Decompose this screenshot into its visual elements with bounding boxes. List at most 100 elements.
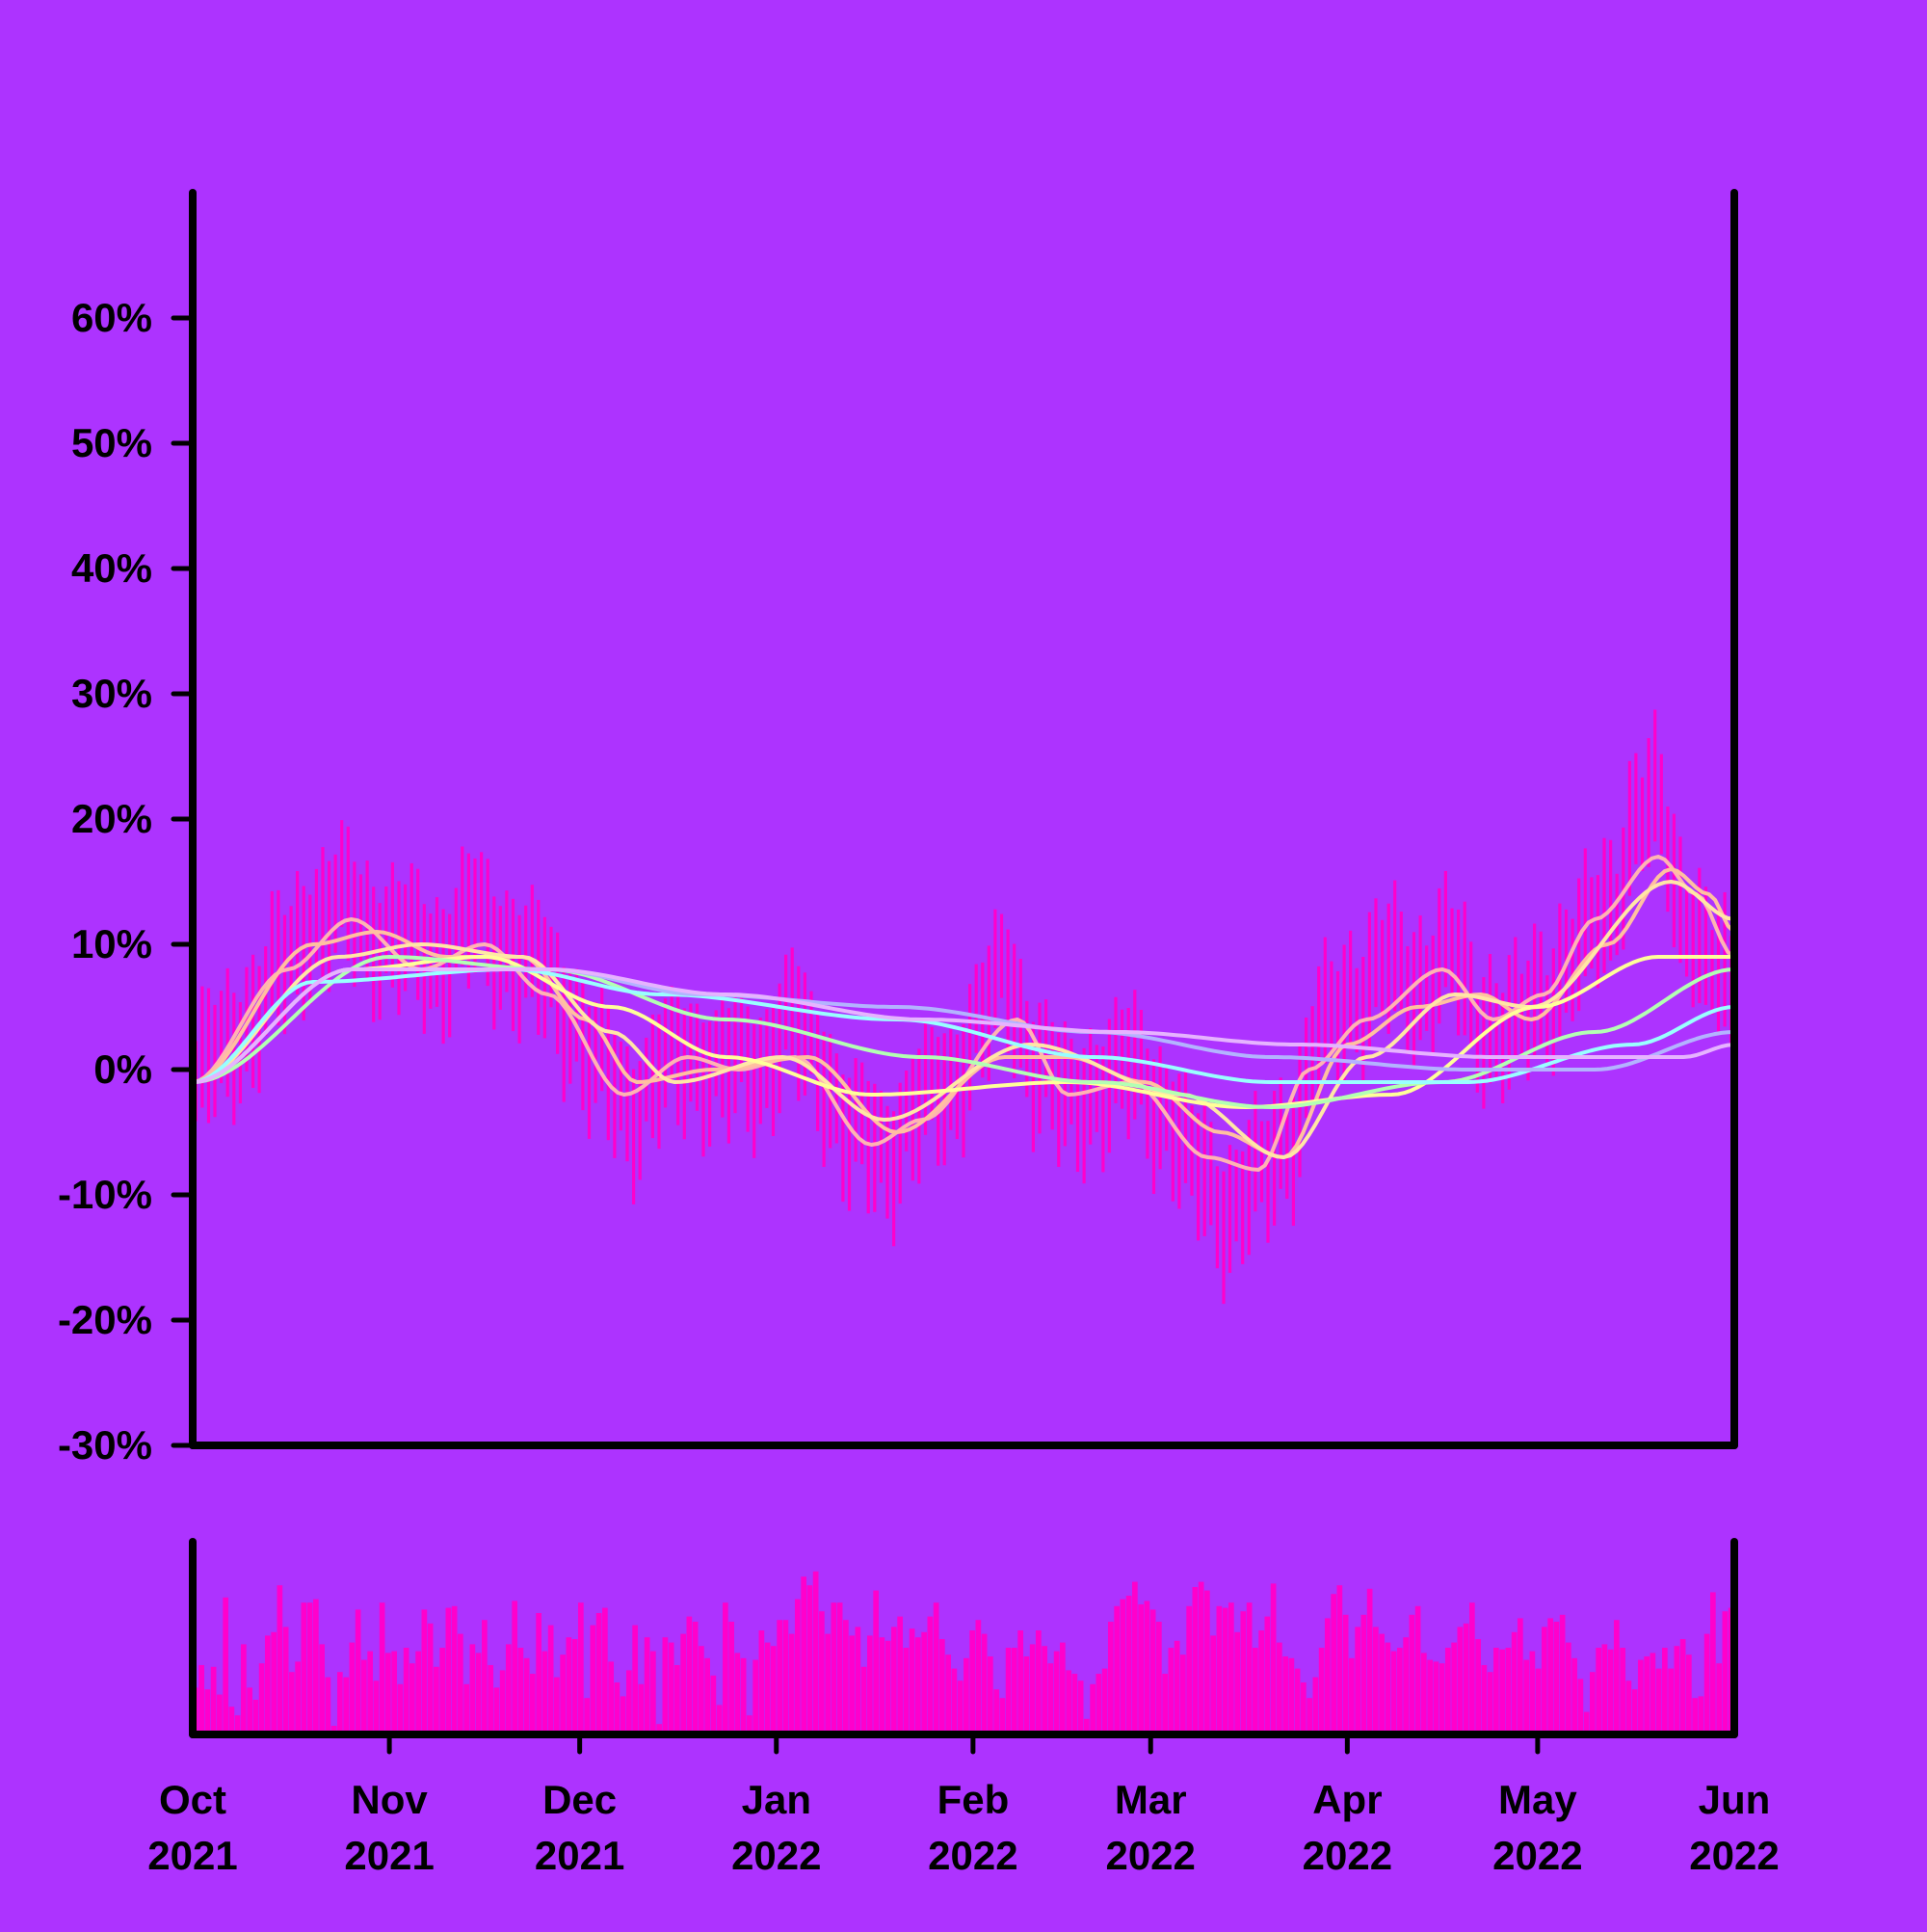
volume-bar [1192, 1587, 1199, 1734]
price-bar [1089, 1028, 1093, 1145]
volume-bar [1650, 1653, 1656, 1734]
volume-bar [1566, 1642, 1571, 1734]
price-bar [220, 991, 224, 1084]
price-bar [404, 884, 408, 992]
volume-bar [740, 1657, 747, 1734]
volume-bar [1409, 1614, 1415, 1734]
volume-bar [1451, 1642, 1457, 1734]
price-bar [758, 1018, 762, 1125]
volume-bar [650, 1651, 656, 1734]
price-bar [1342, 944, 1346, 1080]
price-bar [1031, 1021, 1035, 1152]
price-bar [594, 1001, 597, 1103]
price-bar [834, 1053, 838, 1144]
volume-bar [1120, 1599, 1126, 1734]
volume-bar [843, 1620, 849, 1734]
volume-bar [506, 1644, 512, 1734]
x-tick-label-month: Nov [351, 1777, 428, 1822]
price-bar [277, 889, 280, 1026]
volume-bar [1390, 1651, 1397, 1734]
volume-bar [1445, 1648, 1451, 1734]
x-tick-label-year: 2022 [928, 1833, 1017, 1878]
x-tick-label-year: 2022 [1303, 1833, 1392, 1878]
volume-bar [367, 1651, 373, 1734]
price-bar [892, 1111, 896, 1247]
price-bar [1406, 946, 1410, 1054]
volume-bar [319, 1644, 325, 1734]
volume-bar [301, 1602, 307, 1734]
volume-bar [1264, 1616, 1271, 1734]
price-bar [632, 1069, 636, 1204]
price-bar [1234, 1150, 1238, 1242]
price-bar [1197, 1113, 1201, 1241]
price-bar [829, 1034, 832, 1149]
price-bar [1596, 875, 1599, 989]
price-bar [981, 962, 985, 1078]
price-bar [340, 820, 344, 928]
y-tick-label: 10% [71, 921, 152, 966]
volume-bar [1174, 1640, 1180, 1734]
price-bar [1431, 935, 1435, 1053]
price-bar [1640, 777, 1645, 871]
price-bar [353, 861, 356, 988]
price-bar [1215, 1166, 1219, 1269]
volume-bar [1095, 1674, 1102, 1734]
volume-bar [933, 1602, 939, 1734]
price-bar [505, 890, 509, 992]
price-bar [480, 852, 484, 942]
volume-bar [234, 1715, 241, 1734]
price-bar [225, 967, 229, 1098]
price-bar [1044, 999, 1048, 1098]
volume-bar [1710, 1592, 1716, 1734]
x-tick-label-month: Jan [742, 1777, 811, 1822]
volume-bar [1722, 1611, 1729, 1734]
price-bar [1393, 880, 1397, 1012]
price-bar [638, 1061, 642, 1180]
volume-bar [1379, 1633, 1385, 1734]
volume-bar [674, 1665, 680, 1734]
volume-bar [1662, 1648, 1668, 1734]
volume-bar [1433, 1661, 1439, 1734]
volume-bar [921, 1631, 927, 1734]
volume-bar [1631, 1689, 1638, 1734]
volume-bar [782, 1620, 789, 1734]
volume-bar [1493, 1648, 1499, 1734]
volume-bar [1325, 1618, 1331, 1734]
volume-bar [343, 1677, 349, 1734]
volume-bar [517, 1648, 524, 1734]
volume-bar [836, 1602, 843, 1734]
price-bar [873, 1083, 877, 1212]
price-bar [911, 1058, 914, 1181]
price-bar [809, 991, 813, 1074]
volume-bar [728, 1622, 734, 1734]
volume-bar [1439, 1663, 1445, 1734]
volume-bar [1625, 1681, 1632, 1734]
volume-bar [306, 1602, 313, 1734]
x-axis-tick-labels: Oct 2021 Nov 2021 Dec 2021 Jan 2022 Feb 2022 Mar 20… [147, 1777, 1779, 1878]
volume-bar [1475, 1639, 1481, 1734]
price-bar [1539, 931, 1543, 1045]
price-bar [1685, 888, 1689, 977]
volume-bar [1571, 1657, 1577, 1734]
volume-bar [571, 1639, 578, 1734]
y-tick-label: 20% [71, 796, 152, 841]
price-bar [1501, 992, 1505, 1103]
volume-bar [1023, 1656, 1030, 1734]
volume-bar [1228, 1602, 1234, 1734]
price-bar [1241, 1151, 1245, 1264]
volume-bar [1692, 1698, 1698, 1734]
price-bar [1577, 878, 1581, 1012]
volume-bar [1518, 1618, 1523, 1734]
volume-bar [1005, 1648, 1012, 1734]
price-bar [625, 1046, 629, 1162]
x-tick-label-month: Mar [1115, 1777, 1187, 1822]
volume-bar [523, 1657, 530, 1734]
volume-bar [1487, 1672, 1493, 1734]
volume-bar [1703, 1633, 1710, 1734]
price-bar [289, 906, 293, 990]
price-bar [987, 945, 990, 1081]
volume-bar [988, 1656, 993, 1734]
volume-bar [855, 1627, 861, 1734]
price-bar [1634, 753, 1638, 864]
